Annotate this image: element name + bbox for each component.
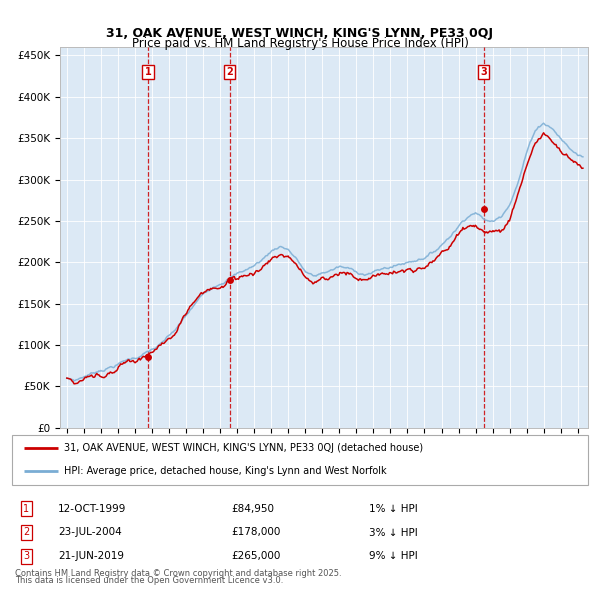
Text: 1% ↓ HPI: 1% ↓ HPI	[369, 504, 418, 513]
Text: £178,000: £178,000	[231, 527, 280, 537]
Text: 3% ↓ HPI: 3% ↓ HPI	[369, 527, 418, 537]
Text: This data is licensed under the Open Government Licence v3.0.: This data is licensed under the Open Gov…	[15, 576, 283, 585]
Text: 23-JUL-2004: 23-JUL-2004	[58, 527, 122, 537]
Text: 31, OAK AVENUE, WEST WINCH, KING'S LYNN, PE33 0QJ: 31, OAK AVENUE, WEST WINCH, KING'S LYNN,…	[107, 27, 493, 40]
Text: 3: 3	[480, 67, 487, 77]
Text: 2: 2	[226, 67, 233, 77]
Text: 9% ↓ HPI: 9% ↓ HPI	[369, 552, 418, 561]
Text: 3: 3	[23, 552, 29, 561]
Text: 12-OCT-1999: 12-OCT-1999	[58, 504, 127, 513]
Text: 1: 1	[145, 67, 152, 77]
Text: 2: 2	[23, 527, 29, 537]
Text: £265,000: £265,000	[231, 552, 280, 561]
Text: HPI: Average price, detached house, King's Lynn and West Norfolk: HPI: Average price, detached house, King…	[64, 467, 386, 477]
Text: £84,950: £84,950	[231, 504, 274, 513]
Text: Contains HM Land Registry data © Crown copyright and database right 2025.: Contains HM Land Registry data © Crown c…	[15, 569, 341, 578]
Text: 31, OAK AVENUE, WEST WINCH, KING'S LYNN, PE33 0QJ (detached house): 31, OAK AVENUE, WEST WINCH, KING'S LYNN,…	[64, 443, 423, 453]
Text: Price paid vs. HM Land Registry's House Price Index (HPI): Price paid vs. HM Land Registry's House …	[131, 37, 469, 50]
Text: 1: 1	[23, 504, 29, 513]
FancyBboxPatch shape	[12, 435, 588, 485]
Text: 21-JUN-2019: 21-JUN-2019	[58, 552, 124, 561]
